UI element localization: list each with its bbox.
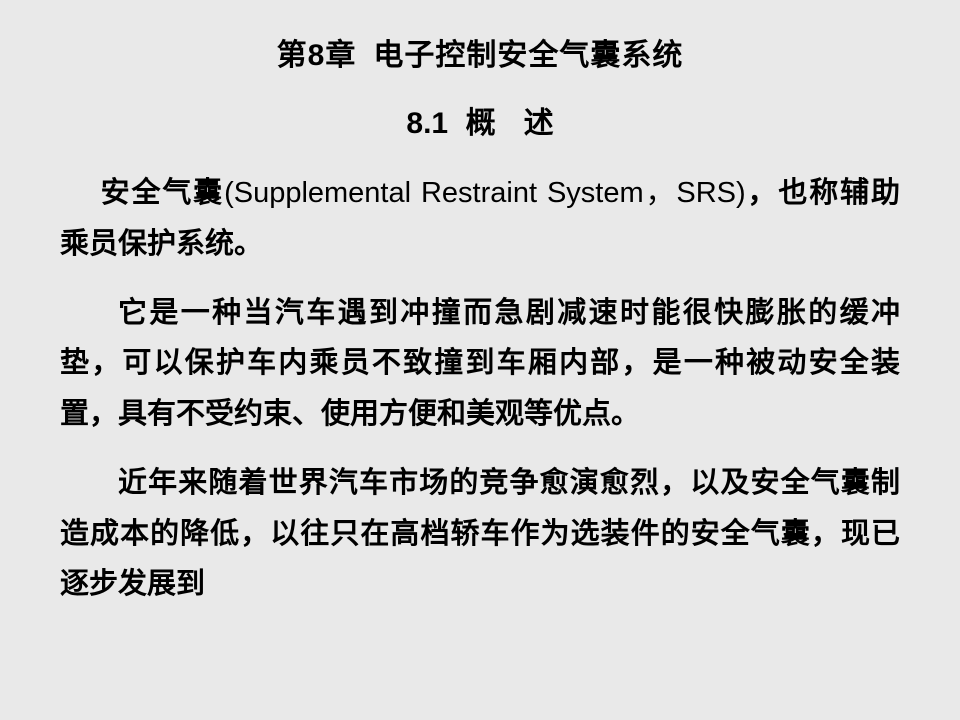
chapter-prefix: 第 bbox=[277, 39, 308, 72]
p1-part-a: 安全气囊 bbox=[101, 177, 224, 209]
paragraph-1: 安全气囊(Supplemental Restraint System，SRS)，… bbox=[60, 168, 900, 270]
chapter-suffix: 章 bbox=[325, 39, 356, 72]
section-word-2: 述 bbox=[524, 107, 554, 140]
paragraph-2: 它是一种当汽车遇到冲撞而急剧减速时能很快膨胀的缓冲垫，可以保护车内乘员不致撞到车… bbox=[60, 288, 900, 440]
chapter-number: 8 bbox=[308, 39, 326, 72]
document-page: 第8章 电子控制安全气囊系统 8.1 概述 安全气囊(Supplemental … bbox=[0, 0, 960, 720]
section-word-1: 概 bbox=[466, 107, 496, 140]
chapter-title: 第8章 电子控制安全气囊系统 bbox=[60, 30, 900, 74]
paragraph-3: 近年来随着世界汽车市场的竞争愈演愈烈，以及安全气囊制造成本的降低，以往只在高档轿… bbox=[60, 458, 900, 610]
chapter-name: 电子控制安全气囊系统 bbox=[373, 39, 683, 72]
section-number: 8.1 bbox=[406, 107, 448, 140]
p1-latin: (Supplemental Restraint System，SRS) bbox=[224, 177, 746, 209]
section-title: 8.1 概述 bbox=[60, 98, 900, 142]
